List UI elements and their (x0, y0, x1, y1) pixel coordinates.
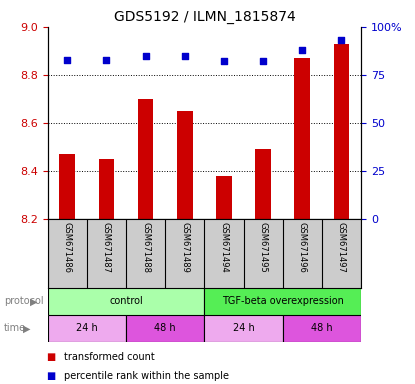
Text: ▶: ▶ (23, 323, 30, 333)
Point (142, 53, 149, 59)
Text: GSM671487: GSM671487 (102, 222, 111, 273)
Text: ■: ■ (46, 352, 55, 362)
Bar (126, 315, 205, 342)
Text: GSM671488: GSM671488 (141, 222, 150, 273)
Text: GSM671497: GSM671497 (337, 222, 346, 273)
Text: GSM671494: GSM671494 (220, 222, 229, 273)
Text: protocol: protocol (4, 296, 44, 306)
Text: GSM671486: GSM671486 (63, 222, 72, 273)
Text: ■: ■ (46, 371, 55, 381)
Bar (177, 111, 193, 219)
Point (181, 53, 188, 59)
Text: 48 h: 48 h (154, 323, 176, 333)
Text: GSM671496: GSM671496 (298, 222, 307, 273)
Point (103, 56, 110, 63)
Point (260, 58, 266, 65)
Point (221, 58, 227, 65)
Text: GSM671489: GSM671489 (180, 222, 189, 273)
Point (299, 47, 305, 53)
Text: ▶: ▶ (30, 296, 37, 306)
Text: 24 h: 24 h (233, 323, 254, 333)
Text: 48 h: 48 h (311, 323, 333, 333)
Text: control: control (109, 296, 143, 306)
Bar (99, 159, 114, 219)
Bar (295, 58, 310, 219)
Bar (48, 288, 205, 315)
Bar (59, 154, 75, 219)
Bar (205, 288, 361, 315)
Bar (48, 315, 126, 342)
Bar (205, 315, 283, 342)
Point (64, 56, 71, 63)
Bar (283, 315, 361, 342)
Text: transformed count: transformed count (64, 352, 155, 362)
Bar (216, 175, 232, 219)
Text: 24 h: 24 h (76, 323, 98, 333)
Bar (138, 99, 154, 219)
Title: GDS5192 / ILMN_1815874: GDS5192 / ILMN_1815874 (114, 10, 295, 25)
Text: GSM671495: GSM671495 (259, 222, 268, 273)
Text: time: time (4, 323, 26, 333)
Bar (255, 149, 271, 219)
Text: TGF-beta overexpression: TGF-beta overexpression (222, 296, 344, 306)
Point (338, 37, 345, 43)
Bar (334, 44, 349, 219)
Text: percentile rank within the sample: percentile rank within the sample (64, 371, 229, 381)
